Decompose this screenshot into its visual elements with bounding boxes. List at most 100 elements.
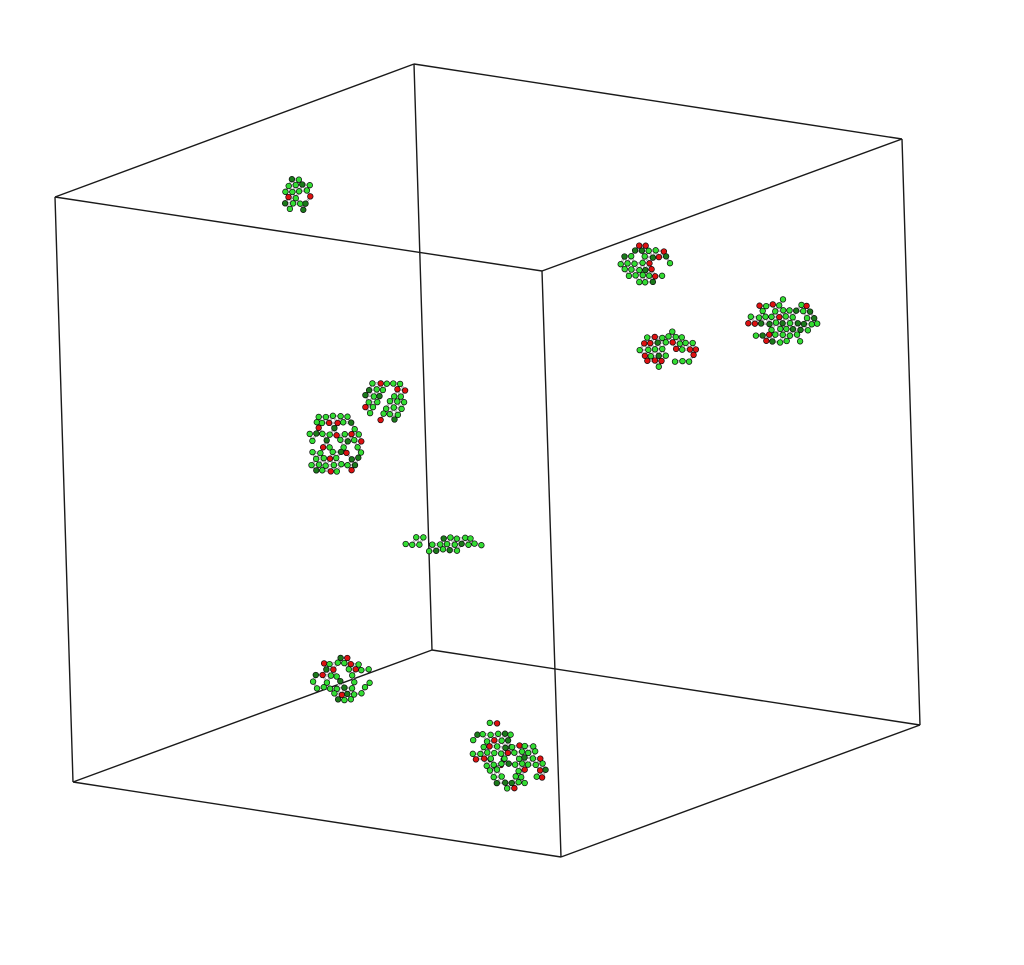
green-atom — [390, 404, 397, 411]
dark-green-atom — [811, 315, 818, 322]
dark-green-atom — [769, 338, 776, 345]
dark-green-atom — [642, 266, 649, 274]
green-atom — [779, 331, 786, 338]
oxygen-atom — [756, 302, 763, 309]
simulation-box-edges — [54, 63, 921, 858]
green-atom — [345, 666, 352, 673]
oxygen-atom — [636, 242, 643, 249]
green-atom — [351, 436, 358, 444]
green-atom — [772, 308, 779, 315]
oxygen-atom — [672, 345, 680, 353]
dark-green-atom — [766, 320, 773, 328]
green-atom — [631, 260, 638, 267]
dark-green-atom — [794, 320, 802, 327]
green-atom — [329, 412, 337, 419]
green-atom — [511, 761, 519, 768]
green-atom — [386, 411, 393, 418]
green-atom — [358, 667, 365, 674]
green-atom — [470, 736, 477, 744]
green-atom — [501, 755, 508, 762]
green-atom — [341, 431, 348, 438]
green-atom — [768, 313, 775, 320]
oxygen-atom — [646, 260, 653, 267]
dark-green-atom — [376, 392, 383, 400]
green-atom — [490, 761, 497, 768]
green-atom — [533, 773, 540, 780]
green-atom — [786, 307, 793, 314]
green-atom — [808, 321, 815, 328]
cluster-lower-left — [309, 654, 373, 704]
green-atom — [521, 779, 528, 787]
dark-green-atom — [323, 666, 330, 673]
green-atom — [391, 393, 398, 400]
dark-green-atom — [493, 779, 500, 787]
box-edge-front-vertical — [541, 270, 562, 858]
dark-green-atom — [344, 690, 351, 698]
green-atom — [532, 748, 539, 755]
oxygen-atom — [516, 742, 523, 749]
green-atom — [380, 410, 387, 417]
oxygen-atom — [344, 654, 351, 662]
green-atom — [398, 405, 405, 413]
green-atom — [338, 461, 345, 468]
green-atom — [462, 534, 469, 541]
oxygen-atom — [647, 340, 654, 347]
cluster-center — [402, 534, 485, 555]
green-atom — [344, 462, 351, 469]
oxygen-atom — [348, 431, 355, 438]
green-atom — [666, 260, 674, 267]
green-atom — [479, 731, 486, 738]
green-atom — [491, 749, 498, 757]
green-atom — [493, 743, 501, 750]
green-atom — [447, 534, 454, 541]
green-atom — [333, 454, 340, 462]
dark-green-atom — [631, 247, 639, 254]
green-atom — [337, 413, 344, 420]
green-atom — [814, 320, 821, 327]
oxygen-atom — [686, 346, 694, 353]
oxygen-atom — [803, 302, 810, 310]
green-atom — [507, 731, 514, 738]
green-atom — [672, 333, 679, 341]
green-atom — [400, 399, 408, 406]
green-atom — [370, 393, 378, 400]
box-edge-front-top — [54, 196, 543, 272]
oxygen-atom — [642, 242, 649, 249]
green-atom — [306, 430, 313, 438]
dark-green-atom — [621, 253, 628, 260]
oxygen-atom — [521, 766, 528, 773]
green-atom — [394, 398, 401, 405]
green-atom — [313, 685, 321, 692]
green-atom — [309, 678, 317, 685]
oxygen-atom — [648, 266, 655, 273]
dark-green-atom — [800, 320, 808, 328]
green-atom — [682, 339, 689, 347]
green-atom — [487, 731, 494, 738]
oxygen-atom — [652, 273, 659, 280]
green-atom — [386, 397, 394, 405]
dark-green-atom — [391, 416, 398, 423]
green-atom — [529, 755, 537, 762]
green-atom — [628, 253, 635, 260]
green-atom — [320, 684, 327, 691]
dark-green-atom — [542, 766, 549, 773]
green-atom — [465, 541, 472, 548]
green-atom — [477, 750, 484, 758]
green-atom — [676, 340, 684, 347]
oxygen-atom — [745, 320, 752, 327]
green-atom — [341, 696, 348, 704]
green-atom — [326, 444, 333, 451]
dark-green-atom — [806, 308, 814, 315]
green-atom — [655, 363, 662, 370]
green-atom — [478, 542, 485, 549]
dark-green-atom — [300, 206, 307, 213]
green-atom — [330, 461, 338, 469]
green-atom — [373, 386, 380, 393]
green-atom — [803, 314, 811, 322]
green-atom — [306, 182, 313, 189]
green-atom — [789, 314, 796, 321]
green-atom — [319, 467, 326, 474]
green-atom — [641, 279, 649, 286]
green-atom — [786, 320, 794, 327]
green-atom — [651, 346, 659, 353]
